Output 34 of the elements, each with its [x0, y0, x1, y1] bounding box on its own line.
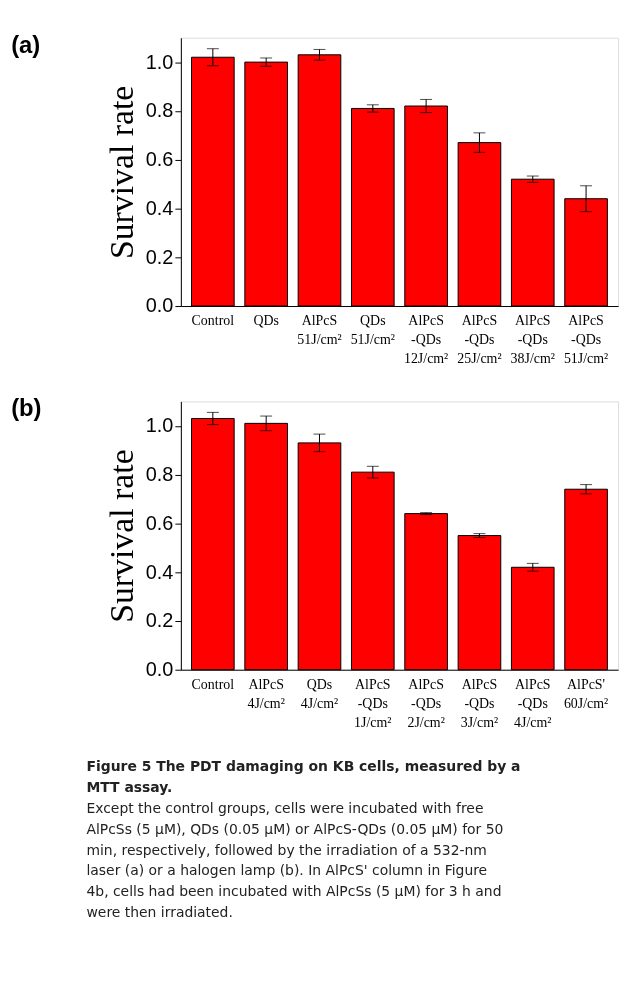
chart-title: (a)	[11, 30, 41, 58]
chart-title: (b)	[11, 394, 42, 422]
x-tick-label: QDs 51J/cm²	[350, 313, 395, 348]
y-tick-label: 0.2	[145, 609, 174, 632]
x-tick-label: AlPcS -QDs 1J/cm²	[354, 677, 392, 730]
y-tick-label: 0.2	[145, 245, 174, 268]
caption: Figure 5 The PDT damaging on KB cells, measured by a MTT assay.	[86, 758, 521, 795]
x-tick-label: AlPcS' 60J/cm²	[563, 677, 609, 711]
y-tick-label: 0.0	[145, 658, 174, 681]
y-tick-label: 0.0	[145, 294, 174, 317]
x-tick-label: AlPcS 4J/cm²	[247, 677, 285, 711]
text: Except the control groups, cells were incubated with free AlPcSs (5 μM), QDs (0.05 μM) or AlPcS-QDs (0.05 μM) for 50 min, respectively, followed by the irradiation of a 532-nm laser (a) or a halogen lamp (b). In AlPcS' column in Figure 4b, cells had been incubated with AlPcSs (5 μM) for 3 h and were then irradiated.	[86, 799, 504, 921]
x-tick-label: AlPcS -QDs 3J/cm²	[460, 677, 499, 730]
x-tick-label: QDs 4J/cm²	[300, 677, 339, 711]
x-tick-label: AlPcS -QDs 38J/cm²	[510, 313, 555, 367]
y-tick-label: 0.4	[145, 560, 174, 583]
y-tick-label: 0.6	[145, 511, 174, 534]
x-tick-label: QDs	[253, 313, 279, 329]
y-tick-label: 1.0	[145, 50, 174, 73]
y-axis-title: Survival rate	[102, 449, 140, 623]
x-tick-label: AlPcS -QDs 25J/cm²	[457, 313, 502, 367]
y-tick-label: 0.8	[145, 99, 174, 122]
x-tick-label: Control	[191, 677, 235, 693]
x-tick-label: AlPcS -QDs 4J/cm²	[514, 677, 552, 730]
x-tick-label: AlPcS 51J/cm²	[297, 313, 342, 348]
x-tick-label: Control	[191, 313, 235, 329]
x-tick-label: AlPcS -QDs 51J/cm²	[563, 313, 609, 367]
y-tick-label: 0.4	[145, 196, 174, 219]
x-tick-label: AlPcS -QDs 2J/cm²	[407, 677, 445, 730]
y-axis-title: Survival rate	[102, 85, 140, 260]
y-tick-label: 1.0	[145, 414, 174, 437]
y-tick-label: 0.8	[145, 463, 174, 486]
y-tick-label: 0.6	[145, 148, 174, 171]
x-tick-label: AlPcS -QDs 12J/cm²	[403, 313, 449, 367]
